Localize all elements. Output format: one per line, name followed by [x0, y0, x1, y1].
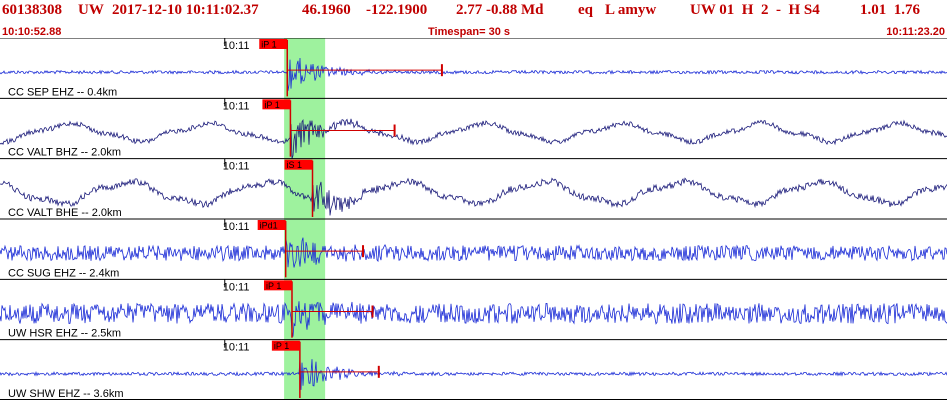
pick-label: iP 1 [274, 341, 289, 351]
waveform [0, 177, 947, 216]
channel-label: CC VALT BHZ -- 2.0km [8, 147, 121, 159]
event-type: eq [578, 2, 593, 18]
event-network: UW [78, 2, 104, 18]
channel-label: UW SHW EHZ -- 3.6km [8, 388, 124, 400]
pick-label-box [263, 280, 292, 291]
waveform [0, 118, 947, 159]
waveform [0, 237, 947, 268]
event-mag-info: 2.77 -0.88 Md [456, 2, 544, 18]
minute-tick-label: 10:11 [223, 342, 250, 354]
minute-tick-label: 10:11 [223, 161, 250, 173]
timebar-start: 10:10:52.88 [2, 26, 62, 38]
pick-label-box [257, 220, 286, 230]
minute-tick-label: 10:11 [223, 40, 250, 52]
pick-label-box [262, 99, 291, 110]
minute-tick-label: 10:11 [223, 100, 250, 112]
pick-label: iP 1 [266, 281, 281, 291]
channel-label: CC SUG EHZ -- 2.4km [8, 267, 119, 279]
event-flags: L amyw [605, 2, 657, 18]
channel-label: CC VALT BHE -- 2.0km [8, 207, 122, 219]
minute-tick-label: 10:11 [223, 221, 250, 233]
pick-label: iP 1 [261, 40, 276, 50]
pick-label-box [271, 340, 300, 351]
event-header: 60138308 UW 2017-12-10 10:11:02.37 46.19… [0, 0, 947, 26]
waveform [0, 57, 947, 91]
pick-label-box [259, 39, 288, 49]
channel-label: CC SEP EHZ -- 0.4km [8, 86, 117, 98]
pick-label: iPd1 [260, 221, 278, 231]
timebar-timespan: Timespan= 30 s [428, 26, 511, 38]
pick-label: iS 1 [287, 160, 303, 170]
event-trailing: 1.01 1.76 [860, 2, 920, 18]
event-datetime: 2017-12-10 10:11:02.37 [112, 2, 259, 18]
timebar: 10:10:52.88 Timespan= 30 s 10:11:23.20 [0, 25, 947, 39]
minute-tick-label: 10:11 [223, 281, 250, 293]
waveform [0, 301, 947, 337]
timebar-end: 10:11:23.20 [886, 26, 945, 38]
waveform [0, 357, 947, 390]
event-id: 60138308 [2, 2, 62, 18]
event-lon: -122.1900 [366, 2, 428, 18]
channel-label: UW HSR EHZ -- 2.5km [8, 328, 121, 340]
pick-label-box [284, 159, 313, 170]
pick-label: iP 1 [264, 100, 279, 110]
seismogram-panels: 10:11 iP 1 CC SEP EHZ -- 0.4km 10:11 iP 1 CC … [0, 38, 947, 400]
event-extra: UW 01 H 2 - H S4 [690, 2, 820, 18]
event-lat: 46.1960 [302, 2, 351, 18]
